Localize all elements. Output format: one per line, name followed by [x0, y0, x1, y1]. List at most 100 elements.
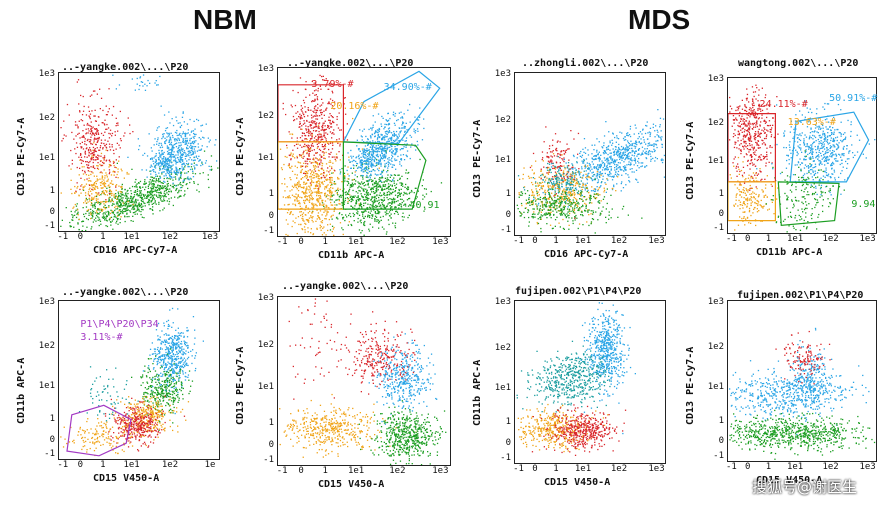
x-tick-label: 1e3	[648, 236, 665, 246]
scatter-plot-area	[727, 77, 877, 234]
event-cluster-orange	[729, 156, 779, 231]
event-cluster-blue	[142, 307, 204, 415]
x-tick-label: 1e1	[786, 234, 804, 244]
event-cluster-orange	[279, 117, 380, 236]
scatter-svg	[728, 84, 876, 233]
x-tick-label: 1e2	[389, 466, 406, 476]
y-tick-label: 1e1	[38, 152, 55, 163]
event-cluster-green	[516, 178, 643, 234]
x-tick-label: 1e1	[574, 464, 592, 474]
y-tick-label: 0	[268, 439, 274, 450]
gate-blue[interactable]	[342, 70, 441, 145]
y-tick-label: 1	[268, 188, 274, 199]
event-cluster-red	[531, 404, 627, 456]
y-tick-label: 1e2	[494, 342, 511, 353]
y-tick-label: 1e3	[494, 297, 511, 308]
y-tick-label: 1	[49, 414, 55, 425]
x-tick-label: 1	[322, 466, 328, 476]
scatter-plot-area	[58, 300, 220, 460]
event-cluster-orange	[60, 142, 134, 220]
x-tick-label: 1e1	[574, 236, 592, 246]
event-cluster-green	[729, 409, 876, 460]
panel-title: fujipen.002\P1\P4\P20	[515, 286, 642, 297]
x-tick-label: 1	[765, 234, 772, 244]
scatter-svg	[60, 307, 204, 457]
gate-percentage-label: 13.63%-#	[787, 117, 836, 129]
y-tick-label: 1e2	[494, 114, 511, 125]
x-tick-label: 0	[532, 464, 538, 474]
y-tick-label: 1e1	[707, 382, 724, 392]
event-cluster-blue	[783, 327, 834, 419]
x-tick-label: 1e	[204, 460, 216, 470]
event-cluster-blue	[533, 109, 665, 208]
event-cluster-red	[729, 84, 779, 191]
y-tick-label: 0	[718, 208, 724, 219]
x-tick-label: 1e2	[610, 464, 628, 474]
y-tick-label: -1	[713, 450, 724, 461]
x-tick-label: 0	[298, 466, 304, 476]
event-cluster-teal	[78, 366, 139, 422]
y-axis-label: CD13 PE-Cy7-A	[685, 346, 696, 425]
event-cluster-red	[333, 311, 416, 395]
x-axis-label: CD11b APC-A	[318, 250, 385, 261]
scatter-svg	[729, 327, 876, 460]
x-tick-label: 1	[100, 460, 106, 470]
gate-percentage-label: P1\P4\P20\P34	[80, 318, 159, 330]
gate-green[interactable]	[342, 141, 427, 210]
x-tick-label: 1	[553, 236, 559, 246]
y-tick-label: -1	[500, 452, 511, 463]
scatter-plot-area	[514, 300, 666, 464]
y-tick-label: 1e3	[257, 293, 274, 304]
gate-percentage-label: 50.91%-#	[829, 92, 878, 104]
y-tick-label: -1	[263, 454, 274, 465]
gate-green[interactable]	[777, 181, 840, 226]
gate-purple[interactable]	[66, 404, 132, 457]
event-cluster-blue	[368, 333, 438, 425]
event-cluster-red	[529, 126, 580, 219]
y-tick-label: 0	[505, 438, 511, 449]
scatter-svg	[278, 70, 443, 236]
x-tick-label: 1e2	[822, 234, 839, 244]
gate-percentage-label: 40.91	[409, 199, 440, 211]
event-cluster-teal	[549, 340, 611, 408]
y-tick-label: 1e3	[257, 64, 274, 75]
scatter-svg	[516, 302, 636, 456]
x-tick-label: 0	[745, 234, 751, 244]
scatter-svg	[60, 74, 219, 231]
y-tick-label: 1e2	[257, 340, 274, 351]
scatter-plot-area	[277, 296, 451, 466]
y-tick-label: 1	[505, 417, 511, 428]
x-axis-label: CD15 V450-A	[544, 477, 611, 488]
x-tick-label: 1	[322, 237, 328, 247]
y-tick-label: 0	[505, 210, 511, 221]
gate-blue[interactable]	[789, 111, 870, 183]
event-cluster-orange	[279, 393, 417, 458]
y-axis-label: CD11b APC-A	[16, 357, 27, 424]
x-tick-label: -1	[276, 466, 288, 476]
y-tick-label: 1e1	[494, 383, 511, 394]
panel-title: fujipen.002\P1\P4\P20	[737, 290, 864, 301]
y-tick-label: 0	[49, 206, 55, 217]
panel-title: ..-yangke.002\...\P20	[287, 58, 414, 69]
x-tick-label: 0	[532, 236, 538, 246]
y-axis-label: CD13 PE-Cy7-A	[235, 117, 246, 196]
x-tick-label: 1e1	[786, 462, 804, 472]
x-tick-label: 1e3	[859, 234, 876, 244]
gate-percentage-label: 3.79%-#	[311, 78, 354, 90]
x-tick-label: 1e3	[201, 232, 219, 242]
panel-title: wangtong.002\...\P20	[738, 58, 859, 69]
gate-orange[interactable]	[728, 181, 777, 222]
event-cluster-orange	[60, 417, 155, 457]
x-tick-label: 1e3	[432, 237, 449, 247]
y-tick-label: 1	[505, 189, 511, 200]
x-tick-label: 1e2	[161, 460, 179, 470]
y-tick-label: 1e2	[707, 117, 724, 128]
event-cluster-blue	[137, 105, 218, 189]
y-axis-label: CD11b APC-A	[472, 359, 483, 426]
event-cluster-red	[288, 298, 352, 400]
panel-title: ..-yangke.002\...\P20	[282, 281, 409, 292]
y-tick-label: 1e2	[38, 113, 55, 124]
x-tick-label: 1e2	[389, 237, 406, 247]
x-tick-label: 1e1	[123, 460, 140, 470]
y-tick-label: 1	[718, 188, 724, 199]
